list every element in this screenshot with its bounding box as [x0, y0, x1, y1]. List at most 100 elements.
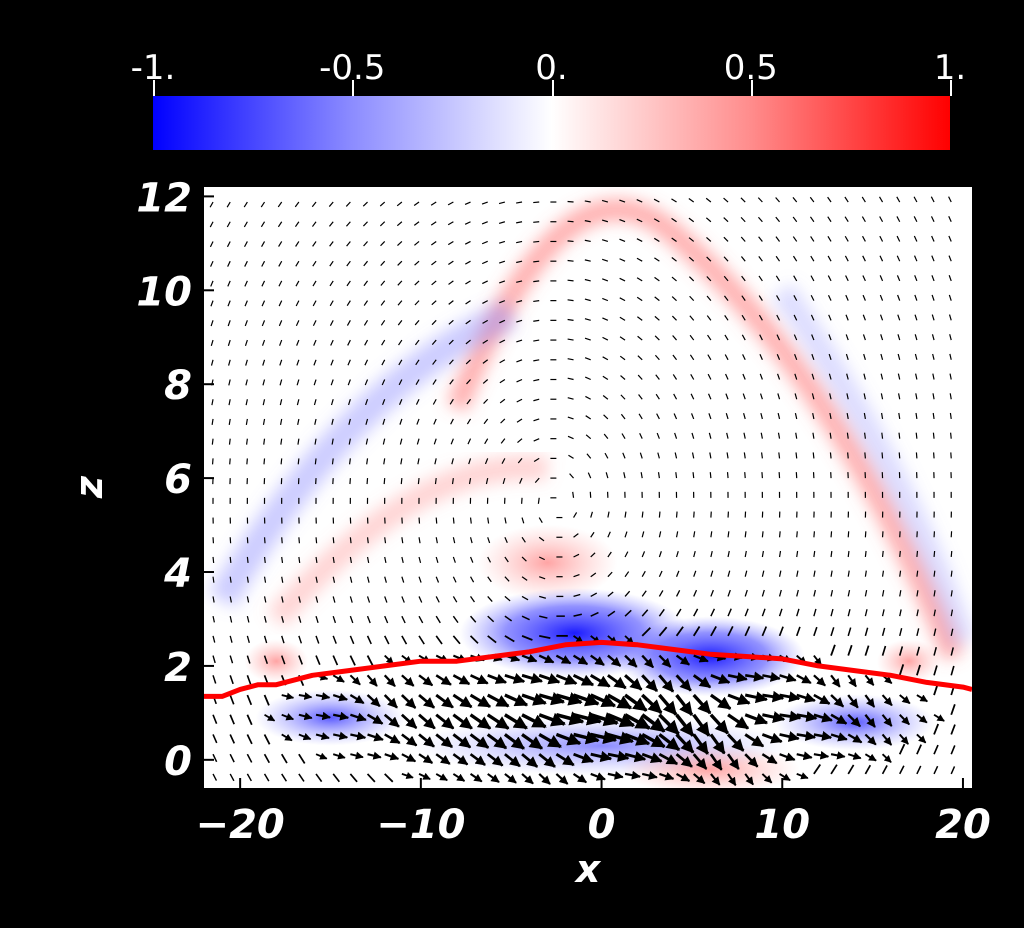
vector-arrow: [431, 319, 437, 326]
vector-arrow: [397, 319, 403, 326]
vector-arrow: [726, 733, 745, 752]
vector-arrow: [349, 556, 352, 564]
vector-arrow: [567, 318, 574, 321]
vector-arrow: [516, 260, 523, 264]
vector-arrow: [933, 590, 936, 597]
vector-arrow: [521, 733, 543, 750]
vector-arrow: [933, 628, 937, 637]
vector-arrow: [590, 592, 598, 598]
vector-arrow: [452, 713, 473, 730]
vector-arrow: [675, 511, 678, 518]
vector-arrow: [589, 693, 617, 708]
vector-arrow: [277, 221, 283, 228]
vector-arrow: [795, 626, 801, 637]
vector-arrow: [813, 626, 818, 637]
vector-arrow: [827, 275, 832, 282]
vector-arrow: [847, 674, 857, 688]
vector-arrow: [727, 671, 748, 683]
vector-arrow: [229, 616, 233, 623]
vector-arrow: [692, 733, 710, 755]
vector-arrow: [619, 277, 626, 282]
vector-arrow: [675, 713, 695, 737]
vector-arrow: [481, 201, 488, 205]
vector-arrow: [602, 317, 609, 321]
vector-arrow: [655, 393, 660, 400]
vector-arrow: [366, 694, 381, 708]
vector-arrow: [636, 257, 643, 262]
vector-arrow: [329, 320, 334, 326]
vector-arrow: [932, 393, 935, 400]
vector-arrow: [315, 655, 321, 666]
vector-arrow: [830, 674, 841, 688]
vector-arrow: [813, 674, 826, 687]
vector-arrow: [795, 432, 798, 439]
vector-arrow: [775, 197, 781, 203]
vector-arrow: [862, 275, 866, 282]
vector-arrow: [298, 655, 303, 665]
vector-arrow: [688, 237, 695, 242]
vector-arrow: [916, 590, 919, 597]
vector-arrow: [468, 478, 472, 485]
vector-arrow: [481, 221, 488, 225]
vector-arrow: [397, 260, 403, 266]
vector-arrow: [380, 300, 386, 306]
vector-arrow: [212, 616, 215, 623]
vector-arrow: [710, 608, 716, 617]
vector-arrow: [879, 294, 884, 301]
vector-arrow: [516, 201, 523, 204]
y-axis-label: z: [67, 475, 111, 499]
vector-arrow: [778, 608, 783, 617]
vector-arrow: [210, 280, 214, 287]
vector-arrow: [619, 199, 626, 203]
vector-arrow: [744, 550, 747, 558]
vector-arrow: [778, 570, 782, 577]
vector-arrow: [792, 196, 798, 203]
vector-arrow: [742, 354, 746, 361]
vector-arrow: [723, 236, 729, 242]
vector-arrow: [418, 615, 424, 624]
vector-arrow: [777, 432, 781, 439]
vector-arrow: [641, 732, 666, 749]
vector-arrow: [229, 635, 233, 643]
vector-arrow: [827, 236, 832, 242]
vector-arrow: [418, 693, 436, 709]
vector-arrow: [210, 359, 214, 366]
vector-arrow: [521, 615, 530, 621]
vector-arrow: [452, 773, 466, 782]
vector-arrow: [913, 196, 918, 203]
vector-arrow: [898, 646, 904, 656]
vector-arrow: [847, 752, 862, 760]
vector-arrow: [692, 713, 711, 737]
vector-arrow: [212, 596, 215, 603]
vector-arrow: [263, 596, 267, 603]
vector-arrow: [584, 318, 591, 321]
vector-arrow: [331, 438, 334, 445]
vector-arrow: [434, 458, 437, 465]
vector-arrow: [572, 673, 595, 687]
vector-arrow: [636, 218, 643, 223]
vector-arrow: [758, 314, 763, 321]
vector-arrow: [930, 216, 935, 223]
vector-arrow: [384, 537, 387, 544]
vector-arrow: [332, 556, 335, 564]
vector-arrow: [777, 393, 781, 400]
vector-arrow: [950, 647, 954, 656]
vector-arrow: [879, 314, 884, 321]
vector-arrow: [365, 418, 369, 425]
vector-arrow: [602, 395, 609, 400]
vector-arrow: [693, 531, 696, 538]
vector-arrow: [504, 673, 526, 684]
vector-arrow: [332, 537, 335, 544]
vector-arrow: [863, 373, 866, 380]
vector-arrow: [899, 550, 901, 558]
vector-arrow: [690, 413, 695, 420]
vector-arrow: [796, 674, 812, 685]
colorbar-tick-mark: [750, 80, 753, 96]
vector-arrow: [707, 334, 712, 341]
vector-arrow: [244, 300, 248, 307]
vector-arrow: [693, 654, 709, 663]
vector-arrow: [915, 412, 918, 420]
vector-arrow: [727, 531, 730, 538]
vector-arrow: [346, 260, 351, 267]
vector-arrow: [379, 201, 386, 207]
